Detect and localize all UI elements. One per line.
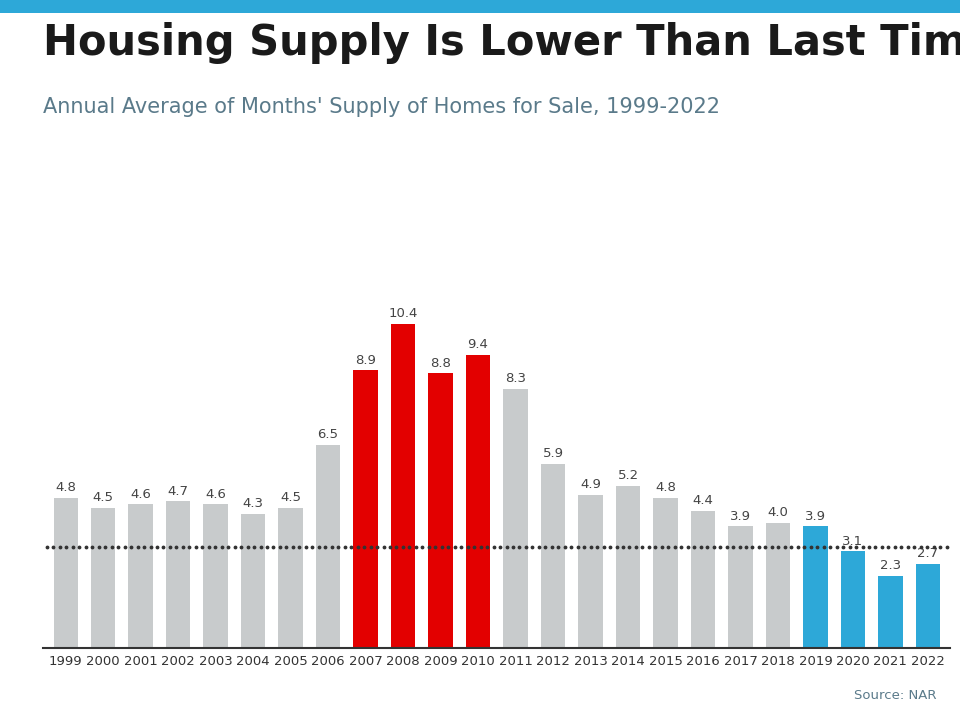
Bar: [241, 514, 265, 648]
Text: 6.5: 6.5: [318, 428, 339, 441]
Bar: [166, 501, 190, 648]
Bar: [278, 508, 302, 648]
Bar: [615, 486, 640, 648]
Text: 4.8: 4.8: [56, 482, 76, 495]
Text: 4.8: 4.8: [655, 482, 676, 495]
Bar: [428, 374, 453, 648]
Bar: [466, 355, 491, 648]
Bar: [841, 552, 865, 648]
Bar: [391, 323, 416, 648]
Text: Housing Supply Is Lower Than Last Time: Housing Supply Is Lower Than Last Time: [43, 22, 960, 63]
Text: 8.9: 8.9: [355, 354, 376, 366]
Bar: [654, 498, 678, 648]
Text: 10.4: 10.4: [389, 307, 418, 320]
Text: Annual Average of Months' Supply of Homes for Sale, 1999-2022: Annual Average of Months' Supply of Home…: [43, 97, 720, 117]
Bar: [804, 526, 828, 648]
Text: 4.6: 4.6: [205, 487, 227, 500]
Text: 4.5: 4.5: [93, 491, 113, 504]
Text: 4.7: 4.7: [168, 485, 189, 498]
Bar: [729, 526, 753, 648]
Bar: [878, 576, 902, 648]
Text: 2.7: 2.7: [918, 547, 939, 560]
Text: 3.1: 3.1: [842, 534, 863, 547]
Bar: [916, 564, 940, 648]
Text: 4.9: 4.9: [580, 478, 601, 491]
Text: 4.0: 4.0: [767, 506, 788, 519]
Text: 3.9: 3.9: [730, 510, 751, 523]
Text: 9.4: 9.4: [468, 338, 489, 351]
Text: 5.2: 5.2: [617, 469, 638, 482]
Bar: [91, 508, 115, 648]
Text: 4.4: 4.4: [692, 494, 713, 507]
Bar: [578, 495, 603, 648]
Bar: [540, 464, 565, 648]
Text: 8.8: 8.8: [430, 356, 451, 369]
Bar: [766, 523, 790, 648]
Bar: [503, 389, 528, 648]
Text: Source: NAR: Source: NAR: [853, 689, 936, 702]
Text: 4.6: 4.6: [131, 487, 151, 500]
Text: 4.5: 4.5: [280, 491, 301, 504]
Text: 4.3: 4.3: [243, 497, 264, 510]
Text: 5.9: 5.9: [542, 447, 564, 460]
Bar: [129, 505, 153, 648]
Bar: [316, 445, 340, 648]
Text: 8.3: 8.3: [505, 372, 526, 385]
Bar: [54, 498, 78, 648]
Text: 2.3: 2.3: [880, 559, 901, 572]
Bar: [204, 505, 228, 648]
Bar: [691, 510, 715, 648]
Text: 3.9: 3.9: [804, 510, 826, 523]
Bar: [353, 370, 378, 648]
